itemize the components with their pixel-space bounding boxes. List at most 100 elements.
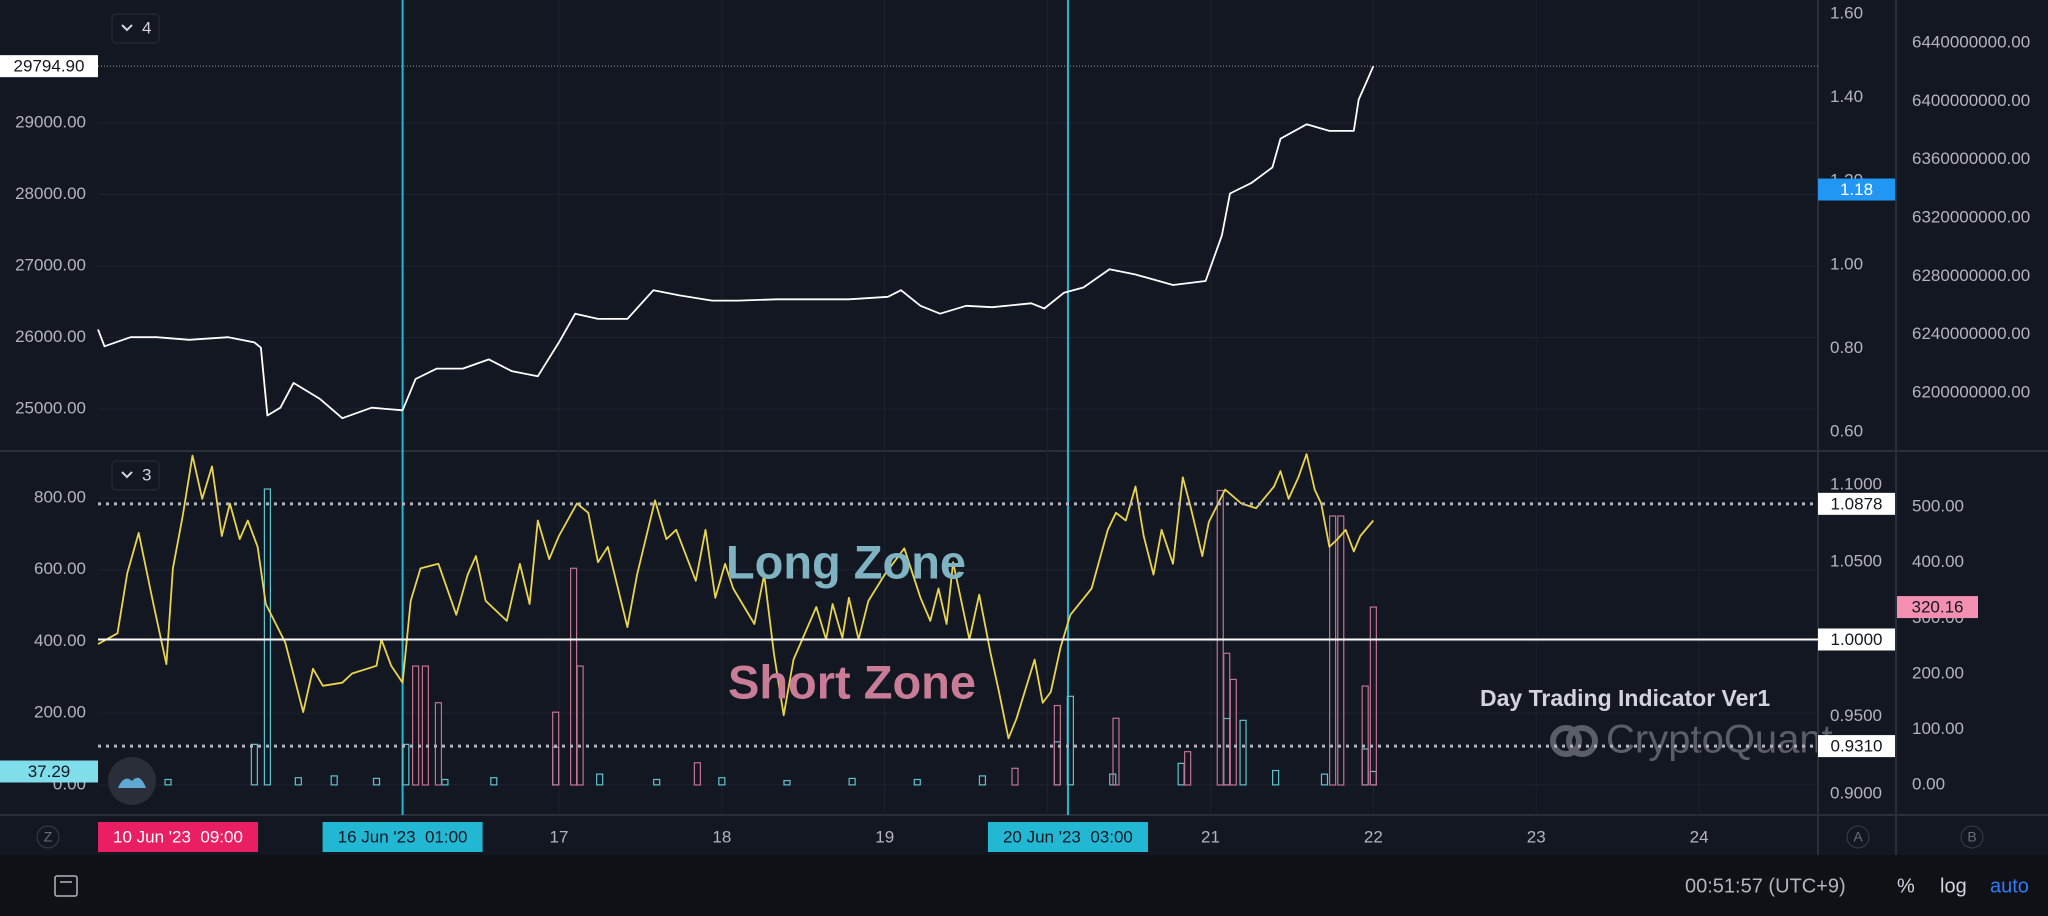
pane-label-text: 3 [142, 465, 151, 484]
x-tick-label: 17 [549, 827, 568, 846]
value-tag [0, 55, 98, 78]
pane-label-box[interactable] [111, 13, 160, 44]
value-tag-label: 0.9310 [1831, 737, 1883, 756]
bar [263, 488, 271, 786]
marker-tag-label: 20 Jun '23 03:00 [1003, 827, 1133, 846]
y-tick-label: 200.00 [1912, 663, 1964, 682]
x-tick-label: 18 [712, 827, 731, 846]
y-tick-label: 6400000000.00 [1912, 91, 2030, 110]
bar [1337, 515, 1345, 786]
y-tick-label: 6280000000.00 [1912, 266, 2030, 285]
pane-label[interactable]: 4 [111, 13, 160, 44]
chevron [121, 24, 133, 32]
bar [294, 777, 302, 786]
logo-icon [118, 777, 146, 788]
axis-button-label[interactable]: A [1853, 829, 1863, 845]
toolbar-background [0, 855, 2048, 916]
y-tick-label: 1.1000 [1830, 474, 1882, 493]
annotation-group: Long Zone Short Zone Day Trading Indicat… [36, 13, 2029, 897]
y-tick-label: 1.00 [1830, 254, 1863, 273]
value-tag [1818, 628, 1895, 651]
value-tag-label: 1.18 [1840, 180, 1873, 199]
y-tick-label: 0.60 [1830, 422, 1863, 441]
y-tick-label: 29000.00 [15, 112, 86, 131]
axis-button[interactable] [1960, 825, 1984, 849]
axis-button-label[interactable]: B [1967, 829, 1976, 845]
bar [1320, 773, 1329, 786]
toolbar-auto[interactable]: auto [1990, 875, 2029, 897]
y-tick-label: 25000.00 [15, 399, 86, 418]
axis-button-label[interactable]: Z [44, 829, 53, 845]
y-tick-label: 6200000000.00 [1912, 382, 2030, 401]
bar [783, 779, 791, 786]
x-tick-label: 19 [875, 827, 894, 846]
bar [164, 778, 172, 786]
bar [330, 775, 338, 786]
x-tick-label: 23 [1527, 827, 1546, 846]
y-tick-label: 200.00 [34, 703, 86, 722]
bar [1216, 489, 1224, 786]
value-tag-label: 37.29 [28, 762, 71, 781]
y-tick-label: 0.9500 [1830, 706, 1882, 725]
pane-label[interactable]: 3 [111, 460, 160, 491]
x-tick-label: 21 [1201, 827, 1220, 846]
bar [421, 665, 429, 786]
y-tick-label: 100.00 [1912, 719, 1964, 738]
marker-tag-label: 16 Jun '23 01:00 [338, 827, 468, 846]
bar [490, 777, 498, 786]
marker-tag [322, 822, 483, 852]
y-tick-label: 6240000000.00 [1912, 324, 2030, 343]
y-tick-label: 800.00 [34, 487, 86, 506]
y-tick-label: 27000.00 [15, 255, 86, 274]
watermark: CryptoQuant [1606, 718, 1833, 762]
watermark-logo [1566, 725, 1598, 757]
y-tick-label: 6320000000.00 [1912, 207, 2030, 226]
bar [1329, 515, 1337, 786]
bar [402, 743, 410, 786]
value-tag-label: 320.16 [1912, 598, 1964, 617]
pane-label-box[interactable] [111, 460, 160, 491]
bar [1272, 769, 1280, 786]
series-line [97, 453, 1374, 740]
pane-label-text: 4 [142, 18, 151, 37]
bar [1239, 719, 1247, 786]
toolbar-percent[interactable]: % [1897, 875, 1915, 897]
bar [693, 762, 701, 786]
bar [372, 777, 381, 786]
value-tag [0, 760, 98, 783]
bar [913, 778, 921, 786]
marker-tag [987, 822, 1148, 852]
axis-button[interactable] [1846, 825, 1870, 849]
bar [848, 777, 856, 786]
y-tick-label: 500.00 [1912, 497, 1964, 516]
x-tick-label: 22 [1364, 827, 1383, 846]
bar [978, 775, 987, 786]
value-tag [1818, 178, 1895, 201]
bar [1369, 606, 1377, 786]
bar [718, 777, 726, 786]
bar [1229, 678, 1237, 786]
bar [552, 711, 560, 786]
bar [1011, 767, 1019, 786]
bar [412, 665, 420, 786]
start-tag-label: 10 Jun '23 09:00 [113, 827, 243, 846]
toolbar-log[interactable]: log [1940, 875, 1967, 897]
axis-button[interactable] [36, 825, 60, 849]
bar [1066, 695, 1074, 786]
annotation: Long Zone [726, 535, 966, 588]
bar [653, 778, 661, 786]
annotation: Short Zone [728, 655, 976, 708]
y-tick-label: 0.9000 [1830, 783, 1882, 802]
y-tick-label: 6440000000.00 [1912, 32, 2030, 51]
bar [1184, 751, 1192, 786]
value-tag [1818, 735, 1895, 758]
y-tick-label: 6360000000.00 [1912, 149, 2030, 168]
start-tag [98, 822, 258, 852]
y-tick-label: 1.40 [1830, 87, 1863, 106]
annotation: Day Trading Indicator Ver1 [1480, 685, 1770, 711]
chevron [121, 471, 133, 479]
y-tick-label: 1.0500 [1830, 552, 1882, 571]
toolbar-time[interactable]: 00:51:57 (UTC+9) [1685, 875, 1846, 897]
toolbar-icon[interactable] [54, 875, 78, 897]
